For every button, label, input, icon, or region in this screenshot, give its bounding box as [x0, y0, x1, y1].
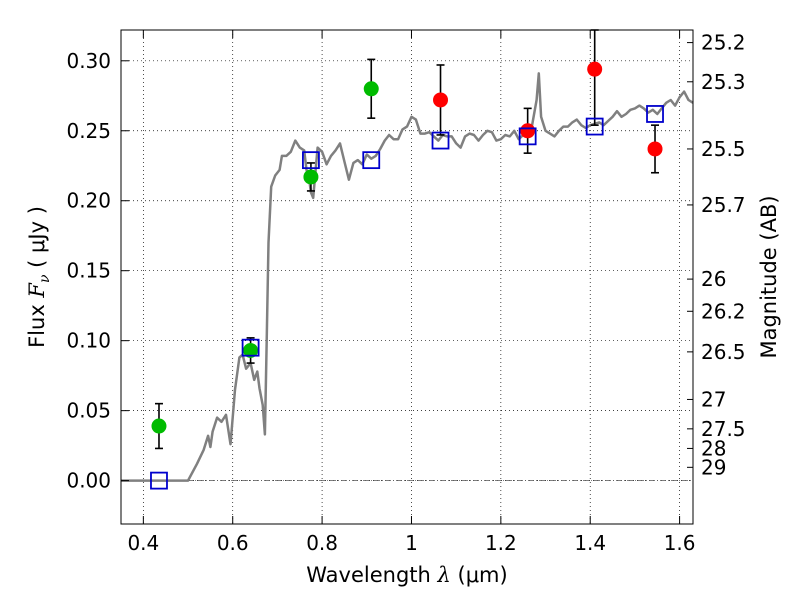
x-tick-label: 0.6 [217, 531, 249, 555]
x-tick-label: 0.8 [306, 531, 338, 555]
y-tick-label: 0.25 [66, 119, 111, 143]
right-tick-label: 25.2 [701, 31, 746, 55]
data-marks [150, 29, 664, 490]
y-tick-label: 0.15 [66, 259, 111, 283]
plot-frame [120, 29, 694, 525]
model-photometry-square [150, 471, 168, 490]
y-tick-label: 0.20 [66, 189, 111, 213]
x-axis-label: Wavelength λ (μm) [306, 563, 507, 587]
green-point [151, 418, 167, 434]
right-tick-label: 27.5 [701, 417, 746, 441]
y-tick-label: 0.00 [66, 469, 111, 493]
y-axis-label: Flux Fν ( μJy ) [25, 206, 53, 348]
model-photometry-square [241, 338, 260, 357]
right-tick-label: 26 [701, 267, 726, 291]
model-photometry-square [585, 117, 604, 136]
right-tick-label: 26.2 [701, 299, 746, 323]
red-point [647, 141, 663, 157]
green-point [243, 342, 259, 358]
model-spectrum-line [121, 72, 694, 482]
model-photometry-square [302, 151, 320, 170]
model-photometry-square [431, 131, 450, 150]
green-point [303, 169, 319, 185]
model-photometry-square [362, 151, 381, 170]
right-tick-label: 25.7 [701, 193, 746, 217]
red-point [587, 61, 603, 77]
x-tick-label: 1 [405, 531, 418, 555]
green-point [363, 81, 379, 97]
model-photometry-square [646, 105, 664, 123]
right-tick-label: 29 [701, 455, 726, 479]
x-tick-label: 1.2 [485, 531, 517, 555]
red-point [433, 92, 449, 108]
right-tick-label: 27 [701, 387, 726, 411]
right-tick-label: 25.5 [701, 137, 746, 161]
y-tick-label: 0.05 [66, 399, 111, 423]
right-axis-label: Magnitude (AB) [757, 195, 781, 358]
x-tick-label: 1.4 [574, 531, 606, 555]
x-tick-label: 1.6 [664, 531, 696, 555]
model-photometry-square [518, 127, 537, 146]
y-tick-label: 0.30 [66, 49, 111, 73]
red-point [520, 123, 536, 139]
x-tick-label: 0.4 [127, 531, 159, 555]
grid [121, 30, 693, 524]
y-tick-label: 0.10 [66, 329, 111, 353]
axis-ticks: 0.4 0.6 0.8 1 1.2 1.4 1.6 0.00 0.05 0.10 0.15 0.20 0… [66, 30, 746, 555]
right-tick-label: 26.5 [701, 340, 746, 364]
right-tick-label: 28 [701, 436, 726, 460]
right-tick-label: 25.3 [701, 70, 746, 94]
